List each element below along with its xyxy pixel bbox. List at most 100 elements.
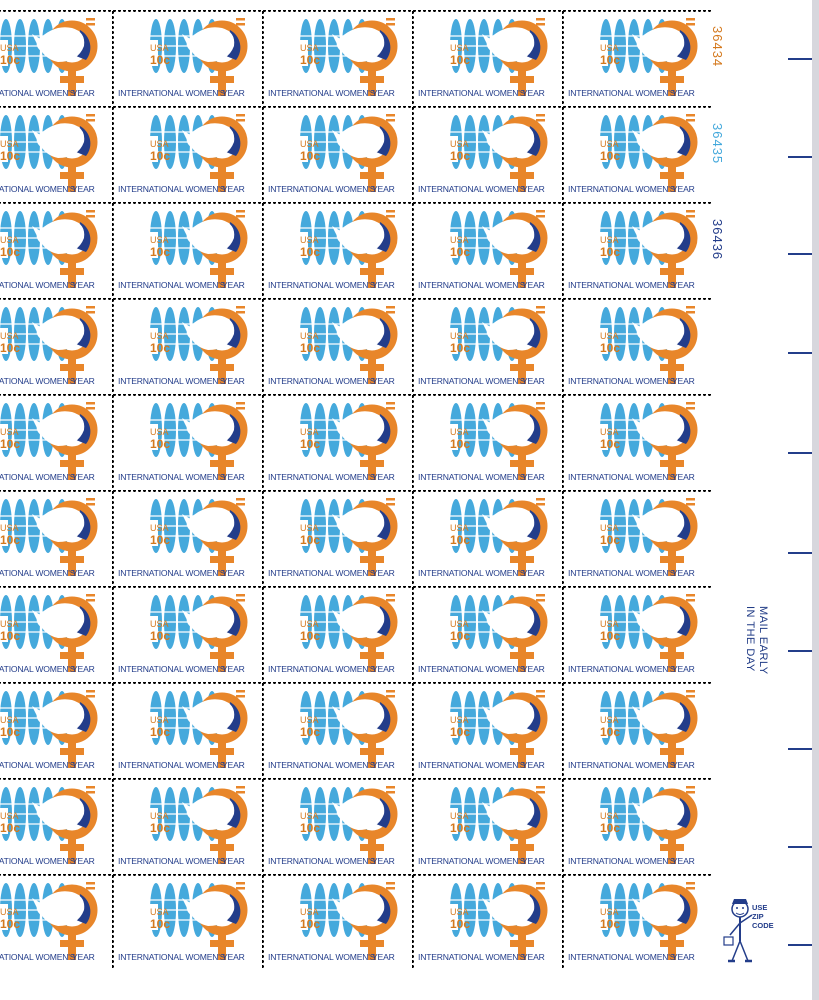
stamp-country: USA [450,811,469,821]
stamp-country: USA [600,331,619,341]
stamp-denomination: 10c [0,341,21,355]
stamp-year-word: YEAR [672,952,695,962]
stamp-caption-text: INTERNATIONAL WOMEN'S [568,280,676,290]
stamp-year-word: YEAR [222,472,245,482]
stamp-denomination: 10c [600,533,621,547]
stamp-artwork [598,402,698,480]
stamp-artwork [448,114,548,192]
stamp-year-word: YEAR [672,856,695,866]
stamp-caption-text: INTERNATIONAL WOMEN'S [118,568,226,578]
stamp-artwork [448,594,548,672]
stamp-country: USA [150,427,169,437]
stamp-caption-text: INTERNATIONAL WOMEN'S [0,760,76,770]
stamp-denomination: 10c [150,53,171,67]
stamp-artwork [598,114,698,192]
stamp-country: USA [150,235,169,245]
stamp-year-word: YEAR [222,856,245,866]
stamp-artwork [0,114,98,192]
stamp-country: USA [150,715,169,725]
zip-line3: CODE [752,921,774,930]
stamp-year-word: YEAR [522,88,545,98]
stamp-year-word: YEAR [222,952,245,962]
stamp-denomination: 10c [450,53,471,67]
stamp-country: USA [150,907,169,917]
stamp-caption-text: INTERNATIONAL WOMEN'S [568,760,676,770]
stamp-country: USA [0,427,19,437]
stamp-country: USA [450,619,469,629]
stamp-country: USA [300,715,319,725]
stamp-year-word: YEAR [72,88,95,98]
stamp-year-word: YEAR [672,184,695,194]
stamp-caption-text: INTERNATIONAL WOMEN'S [568,472,676,482]
stamp-year-word: YEAR [72,568,95,578]
stamp-caption-text: INTERNATIONAL WOMEN'S [118,280,226,290]
stamp-denomination: 10c [300,533,321,547]
stamp-year-word: YEAR [72,856,95,866]
stamp-country: USA [300,43,319,53]
stamp-caption-text: INTERNATIONAL WOMEN'S [0,856,76,866]
stamp-country: USA [0,523,19,533]
stamp-artwork [0,306,98,384]
stamp-artwork [148,18,248,96]
stamp-artwork [148,594,248,672]
stamp-artwork [598,690,698,768]
stamp-country: USA [300,139,319,149]
stamp-caption-text: INTERNATIONAL WOMEN'S [418,184,526,194]
stamp-denomination: 10c [450,437,471,451]
stamp-artwork [298,594,398,672]
stamp-denomination: 10c [600,245,621,259]
stamp-caption-text: INTERNATIONAL WOMEN'S [418,376,526,386]
stamp-artwork [0,690,98,768]
stamp-caption-text: INTERNATIONAL WOMEN'S [418,664,526,674]
stamp-artwork [298,402,398,480]
stamp-caption-text: INTERNATIONAL WOMEN'S [0,664,76,674]
stamp-caption-text: INTERNATIONAL WOMEN'S [118,88,226,98]
plate-number-3: 36436 [710,219,725,261]
stamp-country: USA [300,427,319,437]
stamp-artwork [448,306,548,384]
stamp-year-word: YEAR [222,568,245,578]
stamp-country: USA [150,619,169,629]
stamp-year-word: YEAR [72,952,95,962]
stamp-year-word: YEAR [672,376,695,386]
stamp-caption-text: INTERNATIONAL WOMEN'S [268,88,376,98]
stamp-year-word: YEAR [372,664,395,674]
stamp-artwork [0,18,98,96]
stamp-year-word: YEAR [72,664,95,674]
margin-tick [788,352,819,354]
stamp-denomination: 10c [300,821,321,835]
stamp-caption-text: INTERNATIONAL WOMEN'S [118,184,226,194]
stamp-denomination: 10c [0,437,21,451]
stamp-year-word: YEAR [672,664,695,674]
stamp-year-word: YEAR [522,376,545,386]
margin-tick [788,452,819,454]
stamp-artwork [148,210,248,288]
stamp-denomination: 10c [300,629,321,643]
stamp-artwork [298,114,398,192]
stamp-year-word: YEAR [372,88,395,98]
margin-tick [788,58,819,60]
stamp-caption-text: INTERNATIONAL WOMEN'S [118,664,226,674]
